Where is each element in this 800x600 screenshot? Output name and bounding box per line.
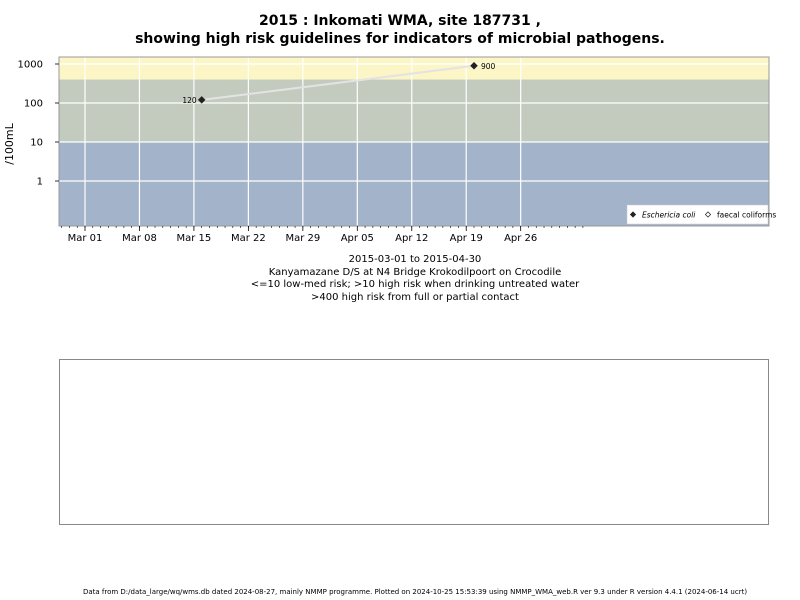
x-tick-label-6: Apr 12 xyxy=(395,233,428,244)
guideline-high-text: >400 high risk from full or partial cont… xyxy=(311,291,519,303)
y-tick-label-1: 10 xyxy=(30,138,43,149)
x-tick-label-8: Apr 26 xyxy=(504,233,537,244)
y-tick-label-2: 100 xyxy=(24,99,43,110)
axes: 1 10 100 1000 Mar 01 Mar 08 Mar 15 Mar 22 Mar 29… xyxy=(18,56,770,244)
legend-label-0: Eschericia coli xyxy=(642,210,696,219)
grid-lines xyxy=(59,57,769,226)
plot-frame xyxy=(58,56,770,227)
series-line-0 xyxy=(201,64,475,101)
data-label-0-0: 120 xyxy=(182,96,197,105)
x-tick-label-2: Mar 15 xyxy=(177,233,212,244)
site-description: Kanyamazane D/S at N4 Bridge Krokodilpoo… xyxy=(268,266,562,278)
chart-subtitle: showing high risk guidelines for indicat… xyxy=(135,31,665,47)
data-point-0-1 xyxy=(470,62,478,70)
data-points: 120 900 xyxy=(182,62,495,105)
y-axis-label: /100mL xyxy=(3,122,16,164)
x-tick-label-3: Mar 22 xyxy=(231,233,266,244)
data-label-0-1: 900 xyxy=(481,62,496,71)
chart-title-block: 2015 : Inkomati WMA, site 187731 , showi… xyxy=(0,12,800,48)
guideline-low-text: <=10 low-med risk; >10 high risk when dr… xyxy=(250,279,580,290)
x-tick-label-0: Mar 01 xyxy=(68,233,103,244)
legend-box xyxy=(626,204,769,225)
chart-title: 2015 : Inkomati WMA, site 187731 , xyxy=(259,13,541,29)
x-tick-label-1: Mar 08 xyxy=(122,233,157,244)
chart-caption: 2015-03-01 to 2015-04-30 Kanyamazane D/S… xyxy=(0,254,800,304)
risk-chart: 120 900 1 10 100 1000 Mar 01 Mar 08 Mar 15 Mar 2… xyxy=(3,56,776,244)
footer-note: Data from D:/data_large/wq/wms.db dated … xyxy=(82,588,748,596)
empty-plot-panel xyxy=(59,359,769,525)
y-tick-label-3: 1000 xyxy=(18,60,43,71)
x-tick-label-4: Mar 29 xyxy=(285,233,320,244)
y-tick-label-0: 1 xyxy=(37,177,43,188)
risk-band-2 xyxy=(59,57,769,80)
series-lines xyxy=(201,64,475,101)
date-range-text: 2015-03-01 to 2015-04-30 xyxy=(348,254,482,265)
legend-marker-1 xyxy=(704,211,712,218)
x-tick-label-7: Apr 19 xyxy=(450,233,483,244)
legend-marker-0 xyxy=(629,211,637,218)
legend-label-1: faecal coliforms xyxy=(717,210,776,219)
risk-band-1 xyxy=(59,79,769,142)
legend: Eschericia coli faecal coliforms xyxy=(626,204,776,225)
data-point-0-0 xyxy=(197,96,206,104)
x-tick-label-5: Apr 05 xyxy=(341,233,374,244)
